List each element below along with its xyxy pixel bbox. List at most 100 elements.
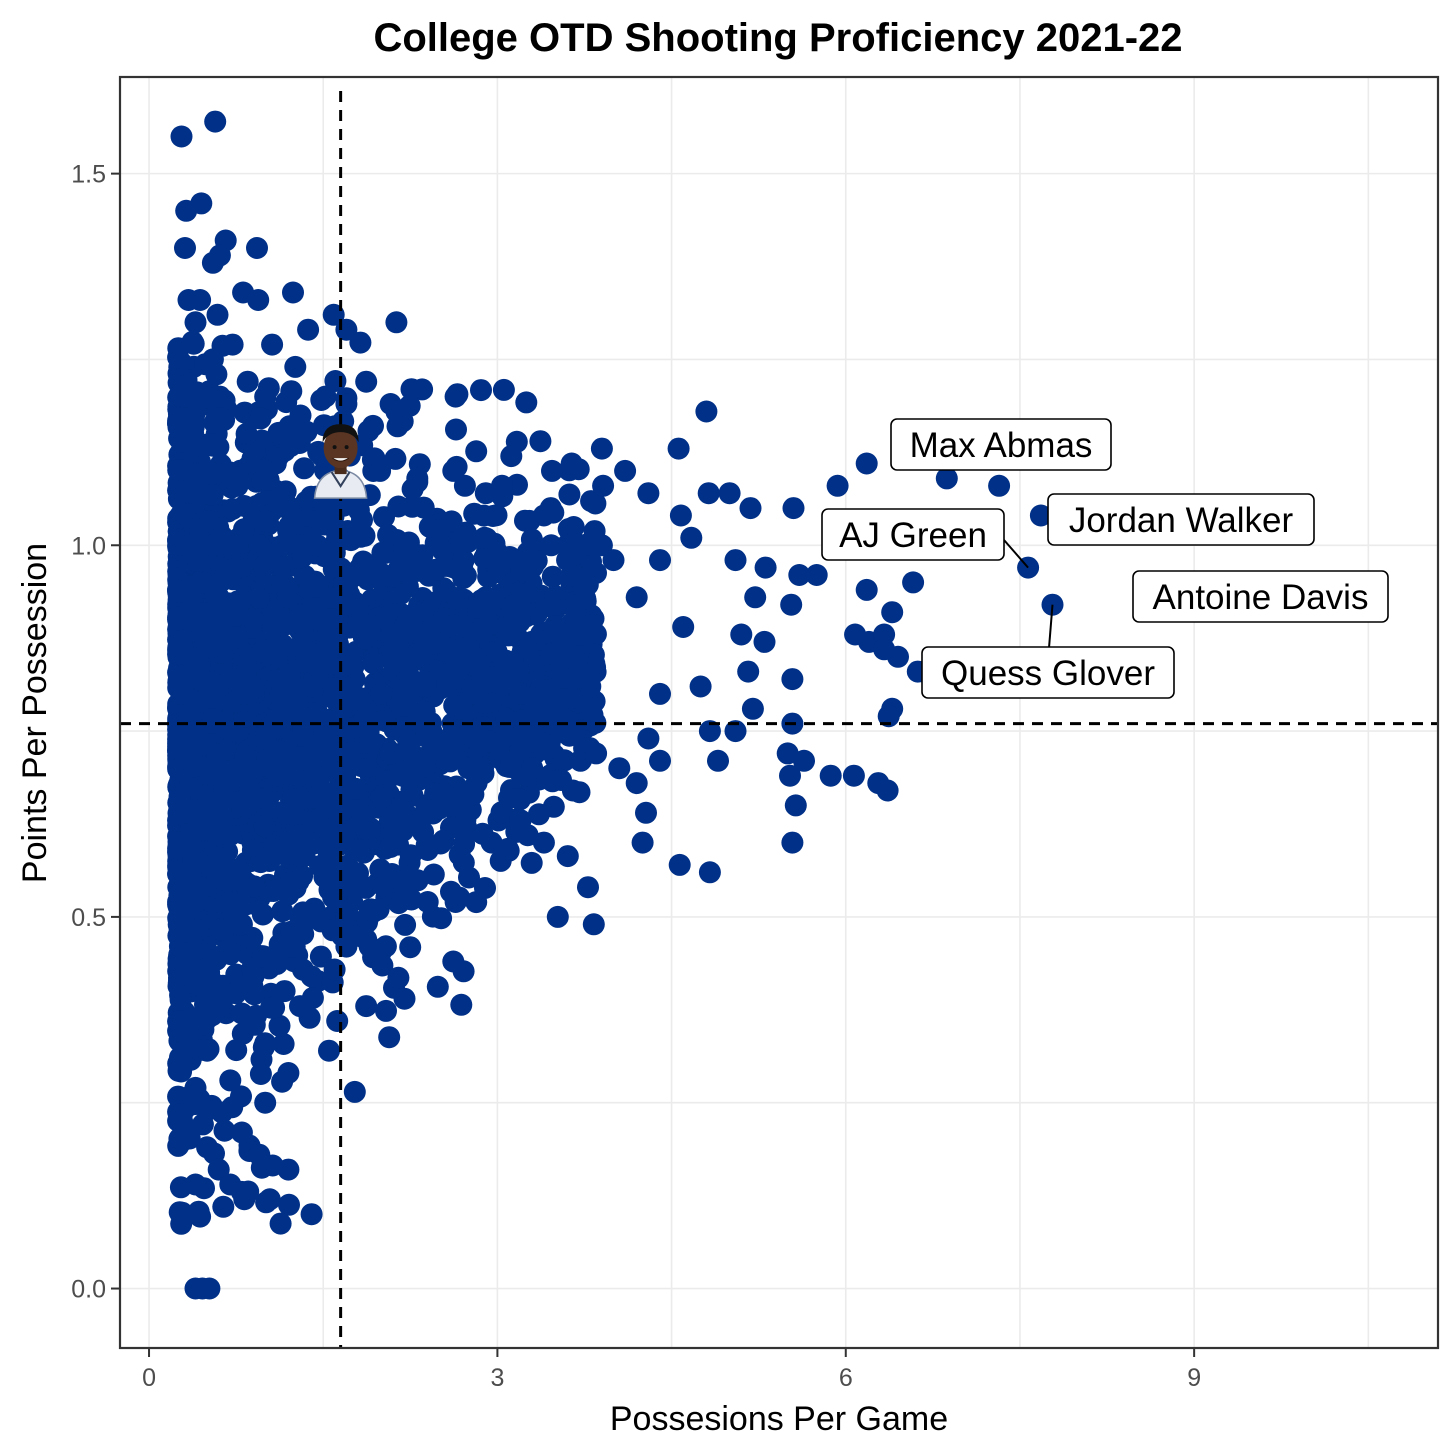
data-point	[491, 474, 513, 497]
data-point	[826, 474, 849, 497]
data-point	[174, 459, 196, 482]
data-point	[510, 559, 533, 582]
data-point	[297, 318, 320, 341]
data-point	[207, 1158, 230, 1181]
label-leader-line	[1003, 539, 1029, 569]
data-point	[221, 333, 244, 356]
data-point	[301, 651, 324, 674]
data-point	[784, 794, 807, 817]
data-point	[355, 370, 378, 393]
data-point	[226, 474, 249, 497]
data-point	[284, 355, 307, 378]
data-point	[499, 755, 522, 778]
data-point	[425, 558, 448, 581]
data-point	[289, 995, 311, 1018]
data-point	[278, 1193, 300, 1216]
data-point	[172, 920, 195, 943]
data-point	[219, 891, 242, 913]
data-point	[172, 1010, 195, 1032]
data-point	[169, 988, 192, 1011]
data-point	[196, 1136, 219, 1159]
data-point	[452, 549, 475, 572]
label-leader-line	[1048, 604, 1054, 649]
data-point	[332, 494, 355, 517]
data-point	[370, 682, 393, 705]
data-point	[414, 756, 437, 778]
data-point	[326, 1010, 349, 1032]
data-point	[718, 482, 741, 505]
data-point	[263, 634, 286, 657]
data-point	[230, 1002, 253, 1025]
data-point	[325, 689, 347, 712]
data-point	[351, 562, 374, 585]
data-point	[529, 430, 552, 453]
data-point	[512, 583, 535, 606]
plot-panel-border	[118, 75, 1440, 1350]
x-tick-label: 3	[490, 1364, 504, 1392]
data-point	[532, 831, 555, 854]
data-point	[393, 876, 416, 899]
player-label-box	[1132, 570, 1389, 623]
data-point	[279, 434, 302, 457]
y-tick-label: 0.0	[71, 1276, 106, 1304]
player-headshot-icon	[313, 424, 368, 499]
data-point	[562, 516, 585, 538]
data-point	[277, 846, 300, 869]
data-point	[184, 972, 207, 995]
data-point	[400, 378, 423, 401]
x-tick-label: 6	[839, 1364, 853, 1392]
data-point	[509, 809, 532, 832]
data-point	[358, 616, 381, 638]
data-point	[309, 945, 332, 968]
data-point	[300, 787, 323, 809]
data-point	[170, 125, 193, 148]
data-point	[446, 587, 469, 610]
data-point	[221, 1096, 244, 1119]
data-point	[842, 764, 865, 787]
data-point	[182, 332, 205, 355]
data-point	[289, 824, 311, 847]
data-point	[463, 727, 486, 750]
data-point	[440, 675, 462, 698]
data-point	[406, 467, 429, 490]
face-shape	[323, 428, 358, 469]
y-tick-label: 0.5	[71, 904, 106, 932]
data-point	[582, 913, 605, 936]
data-point	[392, 559, 415, 582]
data-point	[278, 415, 301, 438]
data-point	[219, 824, 242, 847]
data-point	[254, 385, 277, 408]
data-point	[248, 534, 271, 557]
data-point	[258, 1188, 281, 1211]
data-point	[669, 504, 692, 527]
data-point	[317, 842, 340, 865]
data-point	[184, 1173, 207, 1196]
data-point	[358, 935, 381, 958]
data-point	[205, 462, 228, 484]
data-point	[278, 495, 300, 518]
data-point	[649, 749, 671, 772]
y-tick-label: 1.5	[71, 161, 106, 189]
data-point	[243, 983, 266, 1006]
data-point	[326, 524, 349, 547]
data-point	[579, 675, 602, 698]
data-point	[182, 849, 205, 872]
data-point	[805, 564, 828, 586]
player-label: Max Abmas	[910, 426, 1093, 465]
data-point	[590, 534, 613, 557]
data-point	[558, 483, 581, 506]
data-point	[637, 727, 660, 750]
data-point	[224, 982, 247, 1005]
data-point	[230, 1180, 253, 1203]
hair-shape	[322, 424, 359, 443]
data-point	[698, 720, 721, 743]
data-point	[335, 876, 358, 899]
data-point	[494, 725, 517, 747]
data-point	[744, 586, 767, 609]
data-point	[442, 950, 465, 973]
data-point	[379, 742, 402, 765]
data-point	[219, 943, 242, 966]
data-point	[567, 623, 590, 646]
data-point	[225, 534, 248, 557]
data-point	[205, 363, 228, 386]
